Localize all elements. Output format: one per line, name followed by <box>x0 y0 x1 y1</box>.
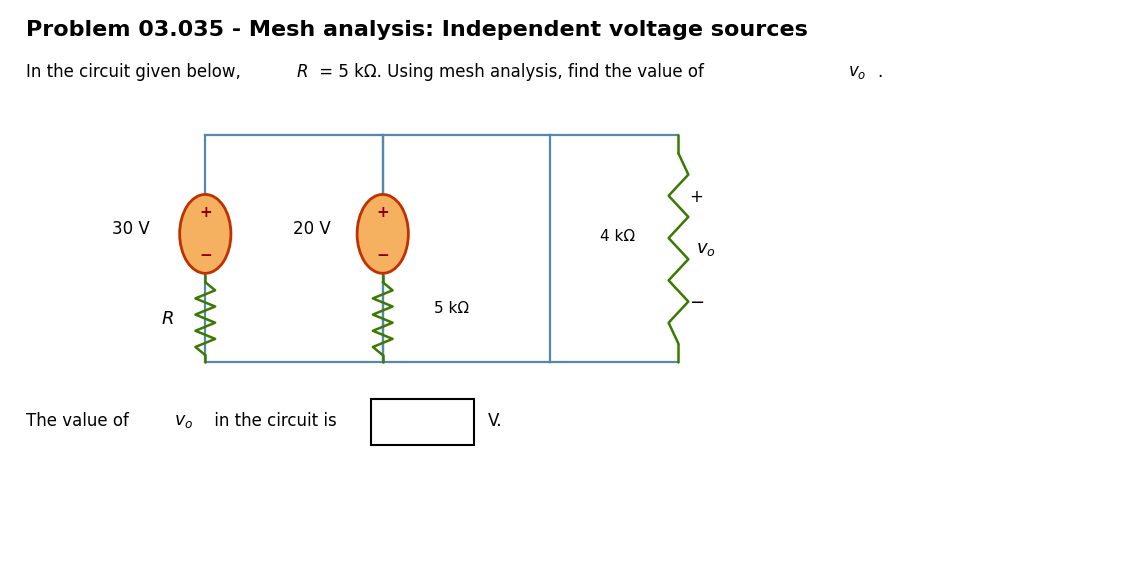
Text: The value of: The value of <box>26 412 134 430</box>
Text: R: R <box>297 64 308 81</box>
Text: +: + <box>199 205 212 220</box>
Text: Problem 03.035 - Mesh analysis: Independent voltage sources: Problem 03.035 - Mesh analysis: Independ… <box>26 20 808 40</box>
Text: $v_o$: $v_o$ <box>848 64 866 81</box>
Text: 20 V: 20 V <box>293 220 331 238</box>
Ellipse shape <box>358 195 408 273</box>
Bar <box>371 399 474 445</box>
Text: .: . <box>878 64 882 81</box>
Text: −: − <box>376 248 390 263</box>
Text: In the circuit given below,: In the circuit given below, <box>26 64 246 81</box>
Text: in the circuit is: in the circuit is <box>210 412 337 430</box>
Text: $v_o$: $v_o$ <box>174 412 193 430</box>
Ellipse shape <box>180 195 230 273</box>
Text: +: + <box>689 188 704 206</box>
Text: R: R <box>162 310 174 328</box>
Text: 4 kΩ: 4 kΩ <box>599 229 635 245</box>
Text: V.: V. <box>488 412 503 430</box>
Text: 5 kΩ: 5 kΩ <box>434 301 469 316</box>
Text: −: − <box>689 294 704 312</box>
Text: −: − <box>199 248 212 263</box>
Text: +: + <box>376 205 390 220</box>
Text: = 5 kΩ. Using mesh analysis, find the value of: = 5 kΩ. Using mesh analysis, find the va… <box>314 64 709 81</box>
Text: 30 V: 30 V <box>112 220 150 238</box>
Text: $\mathit{v_o}$: $\mathit{v_o}$ <box>697 240 716 258</box>
